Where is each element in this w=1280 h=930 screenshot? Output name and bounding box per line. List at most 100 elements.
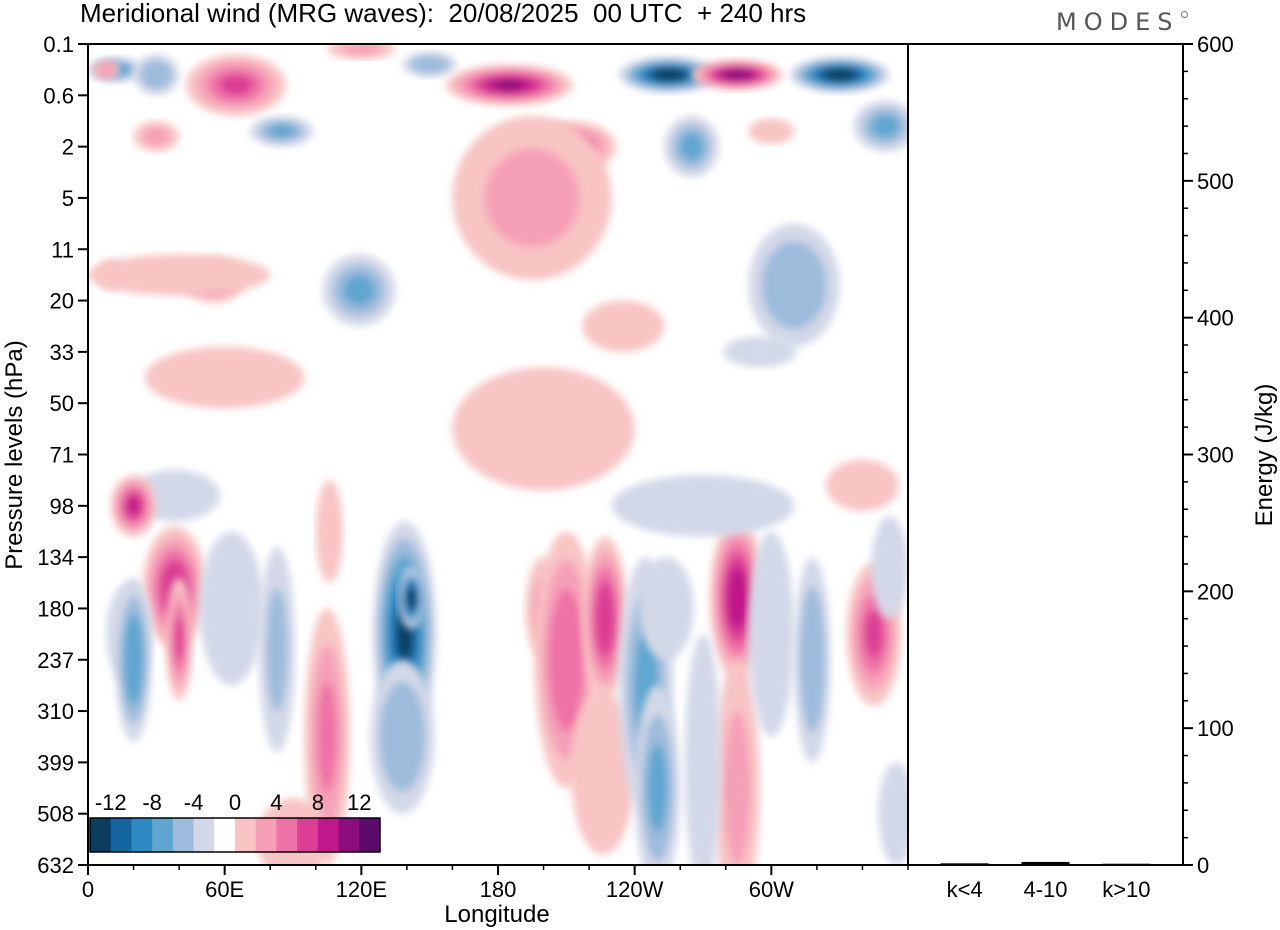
wind-feature (789, 56, 890, 93)
x-tick-label: 120W (606, 877, 664, 902)
wind-feature (452, 367, 635, 491)
energy-bar (1021, 861, 1070, 865)
wind-feature (664, 115, 719, 178)
y-tick-label: 71 (50, 443, 74, 468)
wind-feature (185, 54, 287, 116)
brand-logo: MODES (1056, 8, 1180, 36)
wind-feature (853, 100, 908, 152)
wind-contour-band (826, 459, 899, 511)
wind-contour-band (871, 115, 899, 138)
energy-tick-label: 0 (1197, 853, 1209, 878)
wind-feature (322, 254, 396, 327)
energy-tick-label: 300 (1197, 443, 1234, 468)
colorbar-swatch (214, 818, 236, 852)
wind-contour-band (267, 124, 296, 138)
energy-category-label: k<4 (947, 877, 983, 902)
wind-contour-band (88, 254, 271, 296)
wind-feature (133, 54, 180, 96)
wind-feature (144, 346, 305, 409)
wind-feature (714, 659, 760, 865)
wind-contour-band (647, 744, 668, 833)
y-axis-title: Pressure levels (hPa) (1, 340, 28, 569)
wind-feature (748, 531, 795, 737)
wind-feature (115, 577, 152, 742)
y-tick-label: 508 (37, 802, 74, 827)
y-tick-label: 134 (37, 545, 74, 570)
y-tick-label: 98 (50, 494, 74, 519)
wind-contour-band (219, 74, 253, 96)
chart-title: Meridional wind (MRG waves): 20/08/2025 … (80, 0, 807, 28)
colorbar-label: 12 (347, 790, 371, 815)
energy-tick-label: 600 (1197, 32, 1234, 57)
y-tick-label: 0.1 (43, 32, 74, 57)
wind-feature (165, 577, 193, 701)
energy-tick-label: 400 (1197, 306, 1234, 331)
wind-feature (878, 762, 908, 865)
wind-contour-band (878, 762, 908, 865)
wind-contour-band (829, 71, 850, 79)
wind-feature (634, 685, 681, 865)
x-axis-title: Longitude (444, 901, 549, 928)
colorbar-swatch (359, 818, 381, 852)
colorbar-label: 8 (312, 790, 324, 815)
wind-contour-band (343, 274, 375, 306)
wind-feature (88, 254, 271, 296)
wind-feature (794, 557, 831, 763)
wind-contour-band (864, 610, 883, 659)
y-tick-label: 33 (50, 340, 74, 365)
wind-feature (534, 531, 599, 789)
colorbar-swatch (255, 818, 277, 852)
wind-field (88, 44, 908, 865)
wind-feature (684, 634, 722, 865)
energy-tick-label: 100 (1197, 716, 1234, 741)
y-tick-label: 237 (37, 648, 74, 673)
y-tick-label: 11 (51, 237, 74, 262)
wind-feature (618, 56, 719, 93)
colorbar-swatch (172, 818, 195, 852)
wind-contour-band (452, 367, 635, 491)
wind-contour-band (679, 133, 704, 160)
energy-category-label: 4-10 (1023, 877, 1067, 902)
wind-feature (871, 516, 908, 619)
energy-tick-label: 500 (1197, 169, 1234, 194)
wind-feature (639, 557, 694, 660)
wind-contour-band (408, 592, 415, 605)
wind-contour-band (761, 241, 827, 330)
x-tick-label: 180 (480, 877, 517, 902)
wind-feature (402, 51, 457, 78)
wind-feature (445, 64, 574, 106)
colorbar-swatch (317, 818, 340, 852)
wind-contour-band (658, 71, 679, 79)
wind-contour-band (723, 336, 797, 368)
energy-category-label: k>10 (1102, 877, 1150, 902)
colorbar-swatch (110, 818, 132, 852)
wind-contour-band (582, 300, 665, 352)
colorbar-swatch (152, 818, 174, 852)
y-tick-label: 2 (62, 135, 74, 160)
wind-contour-band (723, 711, 751, 865)
colorbar-frame (89, 817, 381, 853)
colorbar-swatch (276, 818, 298, 852)
wind-contour-band (410, 55, 450, 74)
wind-feature (304, 608, 350, 865)
colorbar-label: 4 (270, 790, 282, 815)
wind-feature (249, 115, 314, 147)
wind-contour-band (748, 118, 795, 145)
colorbar-swatch (193, 818, 215, 852)
wind-contour-band (748, 531, 795, 737)
x-tick-label: 60E (205, 877, 244, 902)
wind-contour-band (199, 531, 264, 686)
wind-contour-band (484, 148, 580, 248)
y-tick-label: 399 (37, 750, 74, 775)
energy-axis: 0 100 200 300 400 500 600 (1183, 32, 1234, 878)
y-tick-label: 50 (50, 391, 74, 416)
x-axis: 0 60E 120E 180 120W 60W (82, 865, 909, 902)
y-tick-label: 5 (62, 186, 74, 211)
colorbar-label: -4 (184, 790, 204, 815)
y-tick-label: 20 (50, 289, 74, 314)
wind-contour-band (174, 618, 184, 660)
wind-feature (452, 115, 612, 281)
wind-feature (397, 567, 426, 629)
colorbar-swatch (297, 818, 319, 852)
wind-feature (723, 336, 797, 368)
